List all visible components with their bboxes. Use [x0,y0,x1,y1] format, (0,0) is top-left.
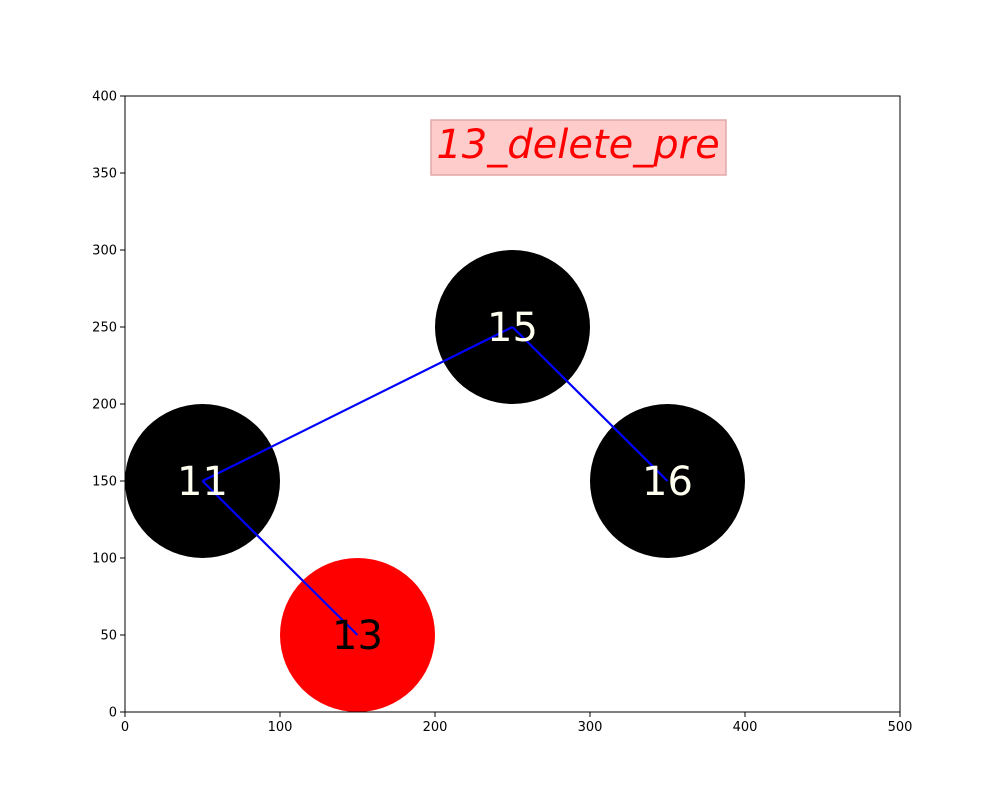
y-tick-label: 400 [92,90,117,105]
title-group: 13_delete_pre [430,119,727,176]
node-label-16: 16 [642,459,693,505]
edge-15-16 [511,326,669,482]
x-tick-label: 400 [733,720,758,735]
y-tick-label: 350 [92,167,117,182]
y-tick-label: 200 [92,398,117,413]
diagram-title: 13_delete_pre [436,122,719,168]
y-axis-ticks: 0 50 100 150 200 250 300 350 400 [92,90,125,721]
y-tick-label: 0 [109,706,117,721]
node-labels-layer: 15 11 16 13 [177,305,693,659]
y-tick-label: 250 [92,321,117,336]
node-label-11: 11 [177,459,228,505]
edge-11-13 [201,480,359,636]
x-tick-label: 500 [888,720,913,735]
edge-15-11 [202,326,513,482]
x-tick-label: 300 [578,720,603,735]
y-tick-label: 100 [92,552,117,567]
y-tick-label: 150 [92,475,117,490]
node-label-13: 13 [332,613,383,659]
y-tick-label: 300 [92,244,117,259]
x-tick-label: 100 [268,720,293,735]
x-axis-ticks: 0 100 200 300 400 500 [121,712,913,735]
edges-layer [201,326,669,636]
x-tick-label: 0 [121,720,129,735]
x-tick-label: 200 [423,720,448,735]
y-tick-label: 50 [100,629,117,644]
title-box [430,119,727,176]
node-label-15: 15 [487,305,538,351]
